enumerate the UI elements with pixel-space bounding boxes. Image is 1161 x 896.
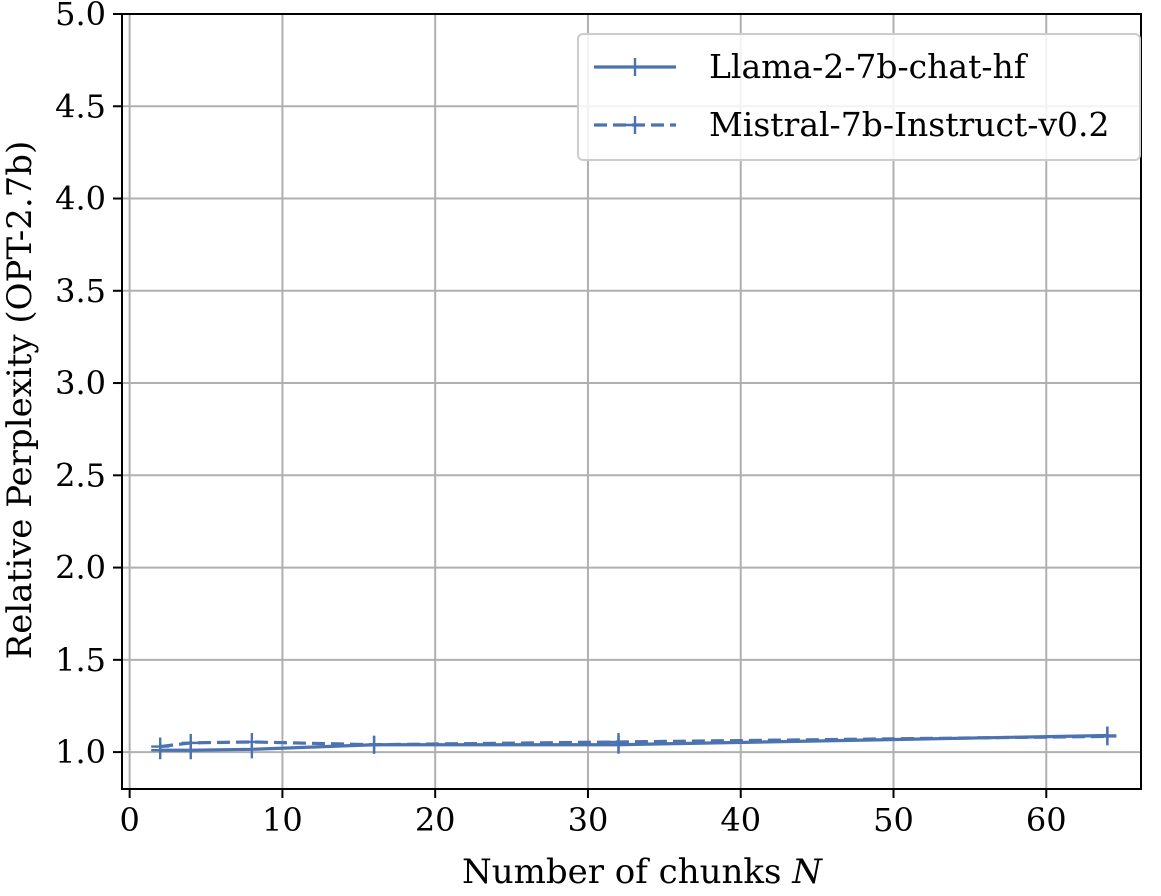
series-2: [151, 727, 1117, 756]
x-tick-label: 50: [873, 801, 914, 839]
x-tick-label: 40: [720, 801, 761, 839]
data-point-marker: [242, 732, 261, 751]
x-tick-label: 10: [262, 801, 303, 839]
y-tick-label: 4.5: [55, 87, 106, 125]
y-tick-label: 2.0: [55, 549, 106, 587]
x-tick-label: 30: [568, 801, 609, 839]
x-tick-label: 0: [119, 801, 139, 839]
data-point-marker: [181, 733, 200, 752]
y-tick-label: 4.0: [55, 180, 106, 218]
legend-marker: [626, 58, 644, 76]
legend-marker: [626, 116, 644, 134]
legend-box: [577, 33, 1141, 161]
y-tick-label: 1.0: [55, 733, 106, 771]
y-tick-label: 5.0: [55, 0, 106, 33]
data-point-marker: [1098, 727, 1117, 746]
legend-label: Llama-2-7b-chat-hf: [709, 47, 1029, 86]
legend-entry: Mistral-7b-Instruct-v0.2: [594, 105, 1110, 144]
y-tick-label: 3.0: [55, 364, 106, 402]
legend-label: Mistral-7b-Instruct-v0.2: [709, 105, 1110, 144]
data-point-marker: [365, 735, 384, 754]
y-axis-label: Relative Perplexity (OPT-2.7b): [0, 141, 40, 660]
x-axis-ticks: 0 10 20 30 40 50 60: [119, 789, 1067, 839]
legend: Llama-2-7b-chat-hf Mistral-7b-Instruct-v0…: [577, 33, 1141, 161]
y-axis-ticks: 1.0 1.5 2.0 2.5 3.0 3.5 4.0 4.5 5.0: [55, 0, 122, 771]
data-point-marker: [609, 732, 628, 751]
x-tick-label: 60: [1026, 801, 1067, 839]
plot-frame: [121, 13, 1142, 790]
series-lines: [151, 726, 1117, 760]
x-tick-label: 20: [415, 801, 456, 839]
y-tick-label: 3.5: [55, 272, 106, 310]
y-tick-label: 2.5: [55, 456, 106, 494]
data-point-marker: [151, 737, 170, 756]
legend-entry: Llama-2-7b-chat-hf: [594, 47, 1029, 86]
y-tick-label: 1.5: [55, 641, 106, 679]
x-axis-label: Number of chunks N: [462, 852, 823, 892]
